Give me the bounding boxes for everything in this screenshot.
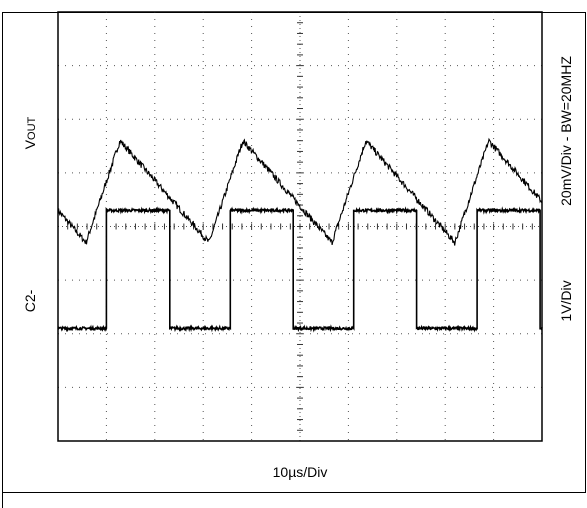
vout-label-sub: OUT (26, 116, 38, 140)
x-axis-label: 10µs/Div (272, 464, 328, 480)
figure-border-left (2, 12, 3, 508)
plot-border (57, 11, 543, 442)
figure-border-bottom (2, 492, 586, 493)
vout-channel-label: VOUT (22, 113, 38, 153)
c2-waveform (57, 206, 543, 333)
vout-waveform (57, 137, 543, 246)
c2-scale-label: 1V/Div (558, 280, 574, 322)
vout-scale-label: 20mV/Div - BW=20MHZ (558, 56, 574, 206)
c2-channel-label: C2- (22, 289, 38, 313)
figure-border-right (585, 12, 586, 492)
vout-label-main: V (22, 139, 38, 150)
